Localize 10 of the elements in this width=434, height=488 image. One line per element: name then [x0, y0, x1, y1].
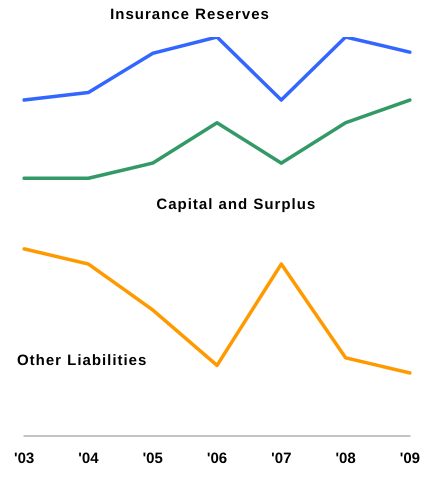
x-tick-label: '06 — [206, 450, 228, 468]
x-tick-label: '09 — [400, 450, 420, 468]
series-label: Insurance Reserves — [110, 6, 270, 24]
x-tick-label: '05 — [142, 450, 163, 468]
x-tick-label: '04 — [78, 450, 100, 468]
x-tick-label: '07 — [271, 450, 292, 468]
x-tick-label: '03 — [14, 450, 34, 468]
text: Capital and Surplus — [156, 196, 316, 214]
x-tick-label: '08 — [335, 450, 356, 468]
text: Other Liabilities — [17, 352, 148, 370]
